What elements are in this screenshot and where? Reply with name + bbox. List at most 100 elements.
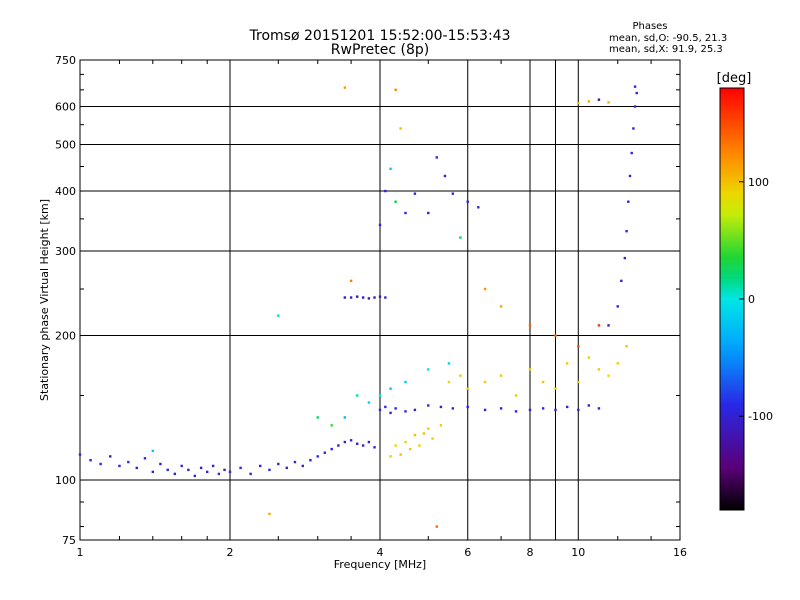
data-point [404,440,407,444]
data-point [404,211,407,215]
data-point [418,444,421,447]
y-tick-label: 200 [55,330,76,343]
data-point [459,236,462,239]
data-point [127,460,130,464]
data-point [343,440,347,444]
data-point [577,408,580,412]
phases-header: Phases [632,21,668,32]
data-point [399,453,402,456]
data-point [514,410,518,413]
data-point [409,447,412,451]
chart-title: Tromsø 20151201 15:52:00-15:53:43 [249,28,511,44]
data-point [633,85,637,88]
data-point [394,88,397,92]
x-tick-label: 4 [377,546,384,559]
data-point [427,427,430,430]
data-point [483,380,487,384]
data-point [627,200,630,203]
y-tick-label: 100 [55,474,76,487]
data-point [499,407,503,410]
data-point [367,297,371,300]
data-point [528,324,532,327]
phases-o-stats: mean, sd,O: -90.5, 21.3 [609,33,728,44]
data-point [620,279,623,283]
data-point [607,101,610,104]
data-point [439,405,443,409]
data-point [349,296,353,299]
data-point [633,105,637,108]
data-point [228,470,232,474]
data-point [143,457,147,460]
data-point [447,362,451,365]
data-point [361,296,365,299]
colorbar-tick-label: 100 [748,176,769,189]
data-point [337,444,340,447]
data-point [180,464,183,468]
data-point [625,345,628,348]
data-point [630,151,633,155]
data-point [384,405,387,409]
data-point [439,424,443,427]
data-point [330,424,333,427]
data-point [565,405,569,409]
phases-x-stats: mean, sd,X: 91.9, 25.3 [609,44,723,55]
data-point [285,466,288,470]
data-point [499,374,503,377]
x-tick-label: 6 [464,546,471,559]
data-point [166,468,169,472]
data-point [239,466,242,470]
data-point [447,380,451,384]
data-point [118,464,121,468]
x-tick-label: 2 [227,546,234,559]
data-point [316,455,319,458]
data-point [361,444,365,447]
x-tick-label: 10 [571,546,585,559]
data-point [268,468,271,472]
chart-subtitle: RwPretec (8p) [330,42,430,58]
y-tick-label: 750 [55,54,76,67]
data-point [373,296,376,299]
data-point [628,174,632,178]
data-point [309,458,312,462]
data-point [422,432,426,435]
data-point [378,394,382,397]
data-point [89,458,92,462]
data-point [223,468,226,472]
data-point [199,466,203,470]
data-point [151,470,155,474]
data-point [378,223,382,227]
data-point [367,440,371,444]
data-point [466,405,469,409]
x-tick-label: 1 [77,546,84,559]
data-point [577,345,580,348]
data-point [451,192,455,195]
data-point [577,101,580,105]
data-point [466,200,469,203]
data-point [217,472,221,476]
data-point [625,229,628,233]
data-point [373,446,376,449]
data-point [277,314,280,317]
data-point [301,464,305,468]
data-point [389,455,392,458]
y-axis-label: Stationary phase Virtual Height [km] [38,199,51,401]
data-point [597,407,601,410]
data-point [607,374,610,377]
data-point [404,380,407,384]
y-tick-label: 500 [55,139,76,152]
data-point [378,408,382,412]
data-point [378,295,382,298]
colorbar-tick-label: -100 [748,410,773,423]
data-point [587,404,591,407]
x-axis-label: Frequency [MHz] [334,558,426,571]
data-point [211,464,215,468]
data-point [355,442,359,445]
data-point [597,324,601,327]
data-point [483,408,487,412]
data-point [316,416,319,419]
x-tick-label: 8 [527,546,534,559]
data-point [151,449,155,453]
data-point [514,394,518,397]
x-tick-label: 16 [673,546,687,559]
